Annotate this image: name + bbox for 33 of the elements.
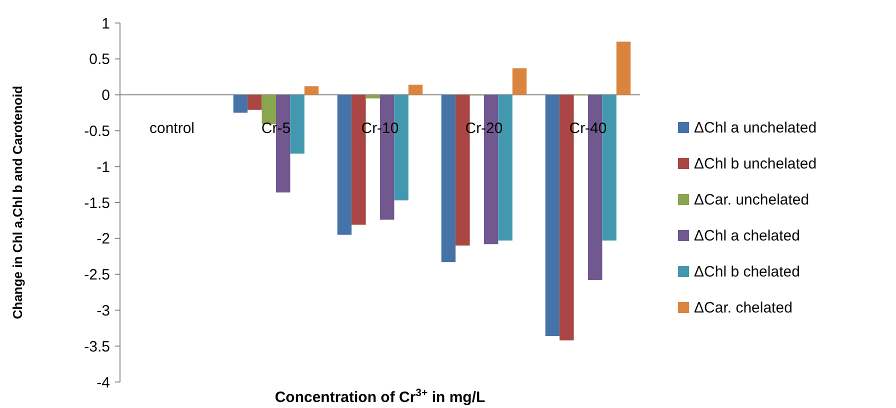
y-tick-label: -2: [96, 230, 110, 248]
legend-label: ΔChl a chelated: [694, 227, 800, 244]
y-tick-label: -3.5: [84, 338, 110, 356]
bar: [304, 86, 319, 95]
y-tick-label: 0: [102, 87, 110, 104]
bar: [233, 94, 248, 113]
bar: [248, 94, 262, 110]
bar: [408, 84, 423, 95]
x-axis-title: Concentration of Cr$^{3+}$ in mg/L: [274, 387, 486, 406]
bar: [366, 94, 380, 98]
y-tick-label: -0.5: [84, 122, 110, 140]
y-tick-label: -4: [96, 374, 110, 392]
y-tick-label: 0.5: [89, 51, 110, 68]
y-tick-label: -1: [96, 158, 110, 176]
legend-label: ΔChl a unchelated: [694, 119, 817, 136]
y-axis-title: Change in Chl a,Chl b and Carotenoid: [10, 86, 25, 320]
x-tick-label: control: [149, 120, 195, 137]
y-tick-label: -2.5: [84, 266, 110, 284]
bar: [262, 94, 276, 124]
legend-label: ΔChl b unchelated: [694, 155, 817, 172]
bar: [337, 94, 352, 235]
bar: [441, 94, 456, 262]
y-tick-label: -3: [96, 302, 110, 320]
legend-label: ΔCar. unchelated: [694, 191, 810, 208]
bar: [545, 94, 560, 336]
y-tick-label: -1.5: [84, 194, 110, 212]
x-tick-label: Cr-5: [261, 120, 291, 137]
y-tick-label: 1: [102, 15, 110, 32]
bar: [512, 68, 527, 95]
legend-label: ΔCar. chelated: [694, 299, 792, 316]
legend-label: ΔChl b chelated: [694, 263, 800, 280]
bar: [290, 94, 304, 154]
bar: [616, 42, 631, 95]
